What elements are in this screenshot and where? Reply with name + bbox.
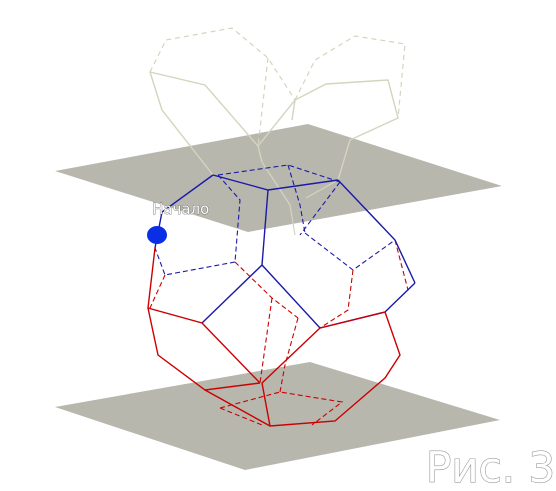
upper-net-dashed — [149, 27, 406, 147]
start-label: Начало — [152, 200, 209, 218]
start-point — [147, 226, 167, 244]
hidden-edges-red — [149, 239, 409, 426]
visible-edges-red — [147, 247, 401, 427]
figure-caption: Рис. 3 — [426, 443, 555, 491]
bottom-plane — [55, 362, 500, 470]
upper-net-lower — [261, 161, 339, 236]
top-plane — [55, 124, 502, 232]
